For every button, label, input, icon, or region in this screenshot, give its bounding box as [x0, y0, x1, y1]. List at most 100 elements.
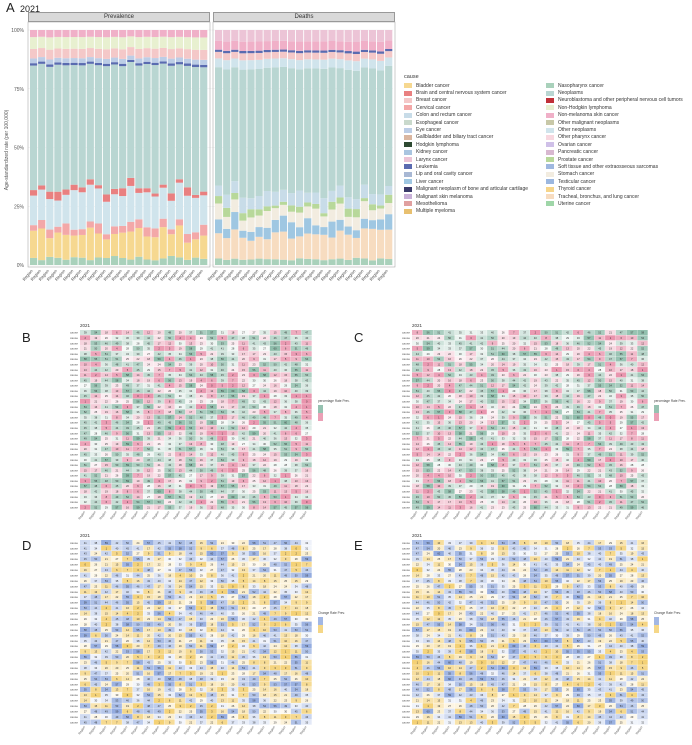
heatmap-col-label: Region: [257, 510, 266, 520]
bar-segment: [336, 219, 344, 231]
y-axis-label: Age-standardized rate (per 100,000): [4, 109, 10, 190]
bar-segment: [111, 48, 119, 58]
bar-segment: [287, 50, 296, 53]
heatmap-col-label: Region: [77, 510, 86, 520]
bar-segment: [304, 50, 312, 53]
bar-segment: [263, 210, 271, 228]
bar-segment: [328, 58, 336, 68]
bar-segment: [263, 227, 271, 240]
bar-segment: [102, 201, 111, 235]
bar-segment: [183, 49, 192, 59]
bar-segment: [119, 196, 127, 226]
heatmap-row-label: cause: [70, 452, 78, 456]
bar-segment: [183, 63, 192, 66]
heatmap-col-label: Region: [141, 510, 150, 520]
bar-segment: [368, 228, 377, 261]
bar-segment: [62, 37, 70, 49]
bar-segment: [127, 62, 135, 178]
heatmap-row-label: cause: [402, 468, 410, 472]
bar-segment: [344, 41, 352, 52]
bar-segment: [344, 208, 352, 217]
bar-segment: [377, 205, 385, 209]
bar-segment: [94, 62, 102, 66]
legend-swatch: [404, 90, 412, 96]
bar-segment: [352, 30, 360, 42]
heatmap-row-label: cause: [70, 373, 78, 377]
bar-segment: [167, 65, 175, 194]
bar-segment: [223, 259, 231, 265]
bar-segment: [328, 52, 336, 59]
bar-segment: [271, 205, 279, 209]
bar-segment: [119, 49, 127, 59]
bar-segment: [255, 258, 263, 265]
bar-segment: [215, 233, 223, 259]
bar-segment: [368, 68, 377, 195]
bar-segment: [223, 238, 231, 260]
bar-segment: [377, 70, 385, 195]
bar-segment: [151, 228, 159, 238]
heatmap-row-label: cause: [70, 415, 78, 419]
bar-segment: [167, 30, 175, 38]
bar-segment: [279, 259, 287, 265]
bar-segment: [223, 228, 231, 239]
bar-segment: [263, 190, 271, 207]
heatmap-col-label: Region: [130, 510, 139, 520]
bar-segment: [111, 36, 119, 49]
bar-segment: [312, 259, 320, 265]
bar-segment: [296, 30, 304, 42]
bar-segment: [192, 67, 200, 195]
heatmap-row-label: cause: [70, 336, 78, 340]
heatmap-col-label: Region: [463, 510, 472, 520]
heatmap-row-label: cause: [402, 431, 410, 435]
bar-segment: [200, 37, 208, 50]
bar-segment: [263, 206, 271, 211]
heatmap-row-label: cause: [70, 442, 78, 446]
heatmap-col-label: Region: [527, 510, 536, 520]
bar-segment: [328, 30, 336, 42]
heatmap-col-label: Region: [162, 510, 171, 520]
bar-segment: [78, 30, 86, 38]
bar-segment: [143, 57, 151, 62]
bar-segment: [94, 257, 102, 265]
heatmap-row-label: cause: [402, 331, 410, 335]
heatmap-col-label: Region: [635, 510, 644, 520]
bar-segment: [368, 204, 377, 211]
bar-segment: [304, 218, 312, 234]
bar-segment: [30, 225, 38, 231]
bar-segment: [215, 67, 223, 186]
bar-segment: [352, 257, 360, 265]
bar-segment: [336, 59, 344, 69]
bar-segment: [70, 184, 78, 191]
bar-segment: [54, 48, 62, 58]
bar-segment: [54, 30, 62, 37]
bar-segment: [239, 213, 247, 221]
bar-segment: [239, 41, 247, 51]
bar-segment: [175, 179, 183, 183]
bar-segment: [271, 232, 279, 260]
bar-segment: [287, 59, 296, 69]
facet-strip-prevalence: Prevalence: [28, 12, 210, 22]
bar-segment: [200, 30, 208, 38]
heatmap-row-label: cause: [70, 500, 78, 504]
bar-segment: [127, 36, 135, 48]
bar-segment: [304, 202, 312, 207]
bar-segment: [360, 30, 368, 42]
y-tick-label: 100%: [11, 28, 24, 34]
bar-segment: [78, 229, 86, 235]
heatmap-row-label: cause: [70, 590, 78, 594]
bar-segment: [215, 58, 223, 68]
bar-segment: [279, 201, 287, 205]
bar-segment: [70, 229, 78, 236]
bar-segment: [62, 30, 70, 38]
bar-segment: [296, 41, 304, 51]
bar-segment: [38, 228, 46, 261]
bar-segment: [102, 30, 111, 38]
bar-segment: [46, 30, 54, 38]
bar-segment: [360, 41, 368, 50]
bar-segment: [215, 40, 223, 50]
bar-segment: [320, 198, 328, 214]
bar-segment: [70, 65, 78, 185]
bar-segment: [223, 69, 231, 195]
bar-segment: [86, 48, 94, 58]
heatmap-col-label: Region: [246, 510, 255, 520]
